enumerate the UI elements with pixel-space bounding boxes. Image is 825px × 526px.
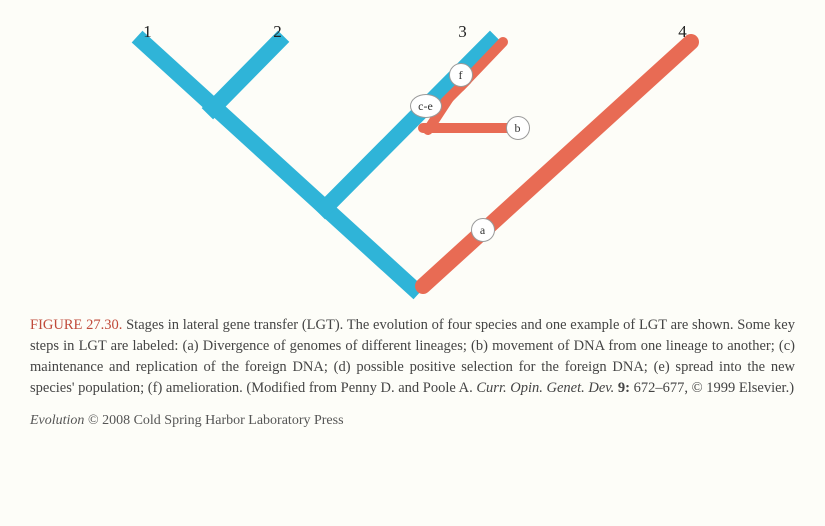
copyright-rest: © 2008 Cold Spring Harbor Laboratory Pre… — [84, 413, 343, 428]
node-b: b — [506, 116, 530, 140]
phylogeny-diagram: 1 2 3 4 a b c-e f — [93, 20, 733, 300]
tip-label-4: 4 — [678, 22, 687, 42]
node-ce: c-e — [410, 94, 442, 118]
node-a: a — [471, 218, 495, 242]
tip-label-3: 3 — [458, 22, 467, 42]
figure-caption: FIGURE 27.30. Stages in lateral gene tra… — [30, 315, 795, 399]
copyright-prefix: Evolution — [30, 413, 84, 428]
tree-svg — [93, 20, 733, 300]
node-f: f — [449, 63, 473, 87]
tip-label-2: 2 — [273, 22, 282, 42]
caption-body-2: 672–677, © 1999 Elsevier.) — [630, 380, 794, 396]
tip-label-1: 1 — [143, 22, 152, 42]
caption-volume: 9: — [614, 380, 630, 396]
figure-label: FIGURE 27.30. — [30, 317, 122, 333]
copyright-line: Evolution © 2008 Cold Spring Harbor Labo… — [30, 413, 795, 429]
caption-journal: Curr. Opin. Genet. Dev. — [476, 380, 614, 396]
